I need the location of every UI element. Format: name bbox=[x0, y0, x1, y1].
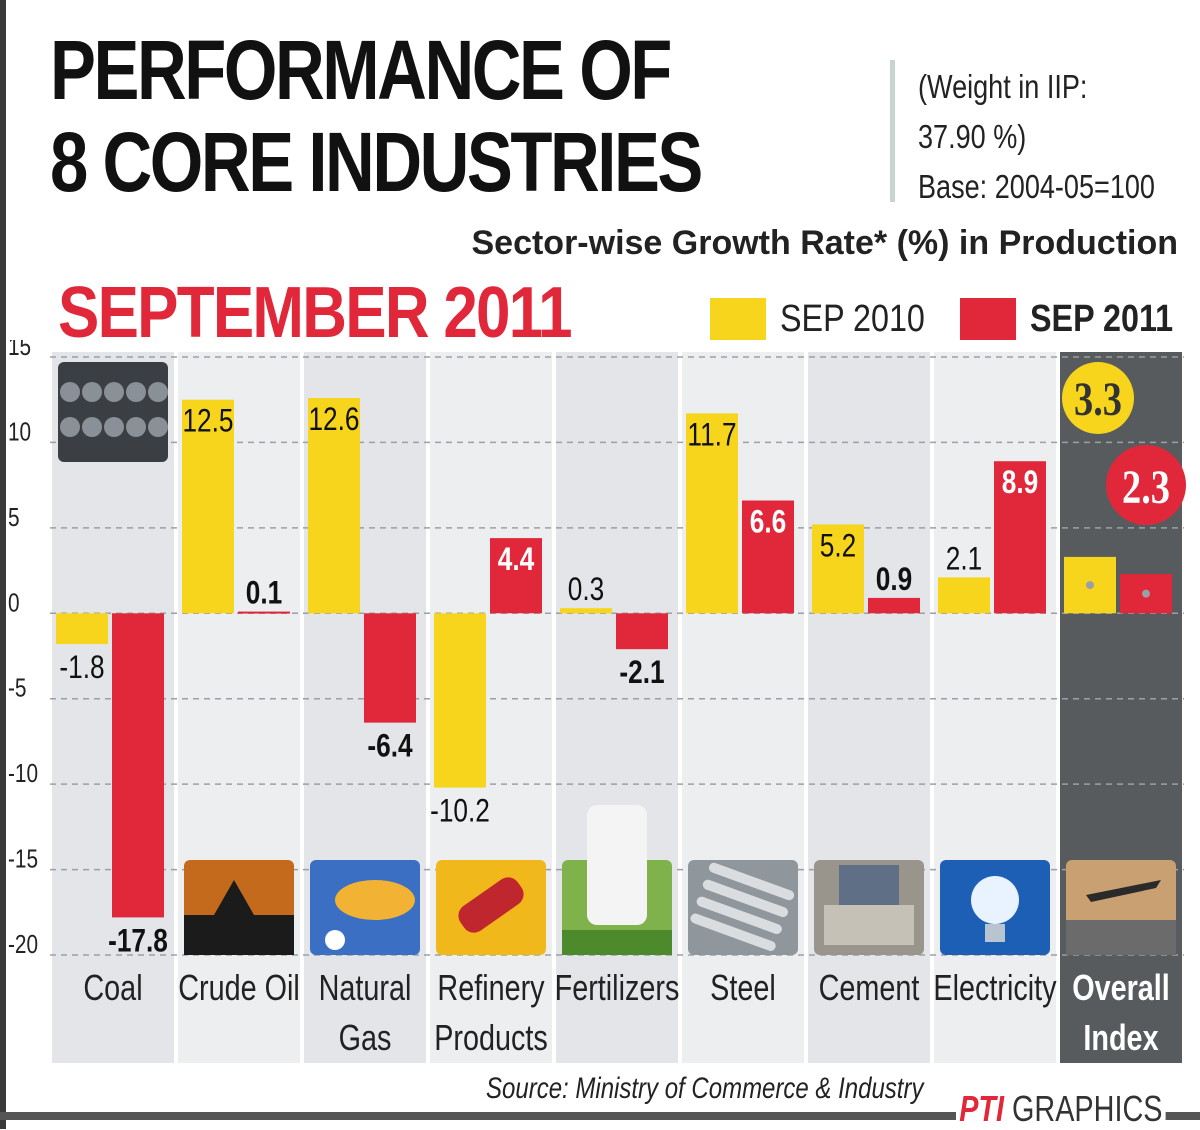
title-line-2: 8 CORE INDUSTRIES bbox=[50, 115, 703, 209]
bar-marker bbox=[1086, 581, 1094, 590]
note-line-2: 37.90 %) bbox=[918, 118, 1027, 155]
credit-brand: PTI bbox=[959, 1088, 1005, 1129]
data-label-sep-2011: -6.4 bbox=[367, 729, 413, 764]
data-label-sep-2011: 0.9 bbox=[876, 563, 912, 598]
category-label: Overall bbox=[1072, 967, 1170, 1008]
note-line-3: Base: 2004-05=100 bbox=[918, 168, 1155, 205]
overall-value-sep-2011: 2.3 bbox=[1122, 461, 1170, 514]
bar-sep-2011 bbox=[490, 538, 542, 614]
legend-label-sep-2010: SEP 2010 bbox=[780, 297, 925, 340]
bar-sep-2010 bbox=[182, 399, 234, 614]
cement-block-icon bbox=[814, 860, 924, 955]
credit-text: GRAPHICS bbox=[1012, 1088, 1163, 1129]
steel-bars-icon bbox=[688, 860, 798, 955]
legend-item-sep-2010: SEP 2010 bbox=[710, 298, 950, 340]
bar-sep-2010 bbox=[938, 577, 990, 614]
data-label-sep-2010: -10.2 bbox=[430, 794, 490, 829]
category-label: Crude Oil bbox=[178, 967, 300, 1008]
source-note: Source: Ministry of Commerce & Industry bbox=[486, 1072, 924, 1105]
data-label-sep-2010: 12.6 bbox=[308, 403, 359, 438]
y-tick-label: -20 bbox=[8, 930, 38, 959]
data-label-sep-2010: 2.1 bbox=[946, 542, 982, 577]
column-band bbox=[808, 352, 930, 1063]
data-label-sep-2010: 11.7 bbox=[687, 418, 736, 453]
page-title: PERFORMANCE OF 8 CORE INDUSTRIES bbox=[50, 24, 706, 208]
weight-note: (Weight in IIP: 37.90 %) Base: 2004-05=1… bbox=[918, 62, 1155, 212]
light-bulb-icon bbox=[940, 860, 1050, 955]
gas-flame-icon bbox=[310, 860, 420, 955]
category-label: Coal bbox=[83, 967, 142, 1008]
chart-subtitle: Sector-wise Growth Rate* (%) in Producti… bbox=[471, 224, 1178, 262]
bar-sep-2011 bbox=[742, 500, 794, 614]
left-border-rule bbox=[0, 0, 6, 1129]
category-label: Products bbox=[434, 1017, 548, 1058]
data-label-sep-2010: -1.8 bbox=[59, 651, 104, 686]
column-band bbox=[934, 352, 1056, 1063]
data-label-sep-2010: 0.3 bbox=[568, 573, 604, 608]
overall-callout-sep-2011 bbox=[1106, 445, 1186, 525]
bar-marker bbox=[1142, 589, 1150, 598]
y-tick-label: -5 bbox=[8, 674, 26, 703]
bar-chart: 15 10 5 0 -5 -10 -15 -20 -1.8 -17.8 Coal 12.5 0.1 Cru… bbox=[8, 340, 1186, 1063]
data-label-sep-2011: -17.8 bbox=[108, 924, 168, 959]
y-tick-label: 15 bbox=[8, 340, 31, 361]
bar-sep-2010 bbox=[560, 608, 612, 614]
y-tick-label: -10 bbox=[8, 759, 38, 788]
y-tick-label: 10 bbox=[8, 417, 31, 446]
bottom-rule bbox=[0, 1112, 1200, 1120]
category-label: Index bbox=[1083, 1017, 1158, 1058]
data-label-sep-2010: 12.5 bbox=[182, 404, 233, 439]
column-band bbox=[556, 352, 678, 1063]
bar-sep-2011 bbox=[112, 613, 164, 918]
fertilizer-sack-icon bbox=[562, 805, 672, 955]
oil-rig-icon bbox=[184, 860, 294, 955]
category-label: Gas bbox=[339, 1017, 392, 1058]
bar-sep-2011 bbox=[616, 613, 668, 650]
note-line-1: (Weight in IIP: bbox=[918, 68, 1088, 105]
category-label: Electricity bbox=[933, 967, 1057, 1008]
bar-sep-2010 bbox=[812, 524, 864, 614]
category-label: Natural bbox=[319, 967, 412, 1008]
data-label-sep-2011: 6.6 bbox=[750, 505, 786, 540]
note-divider bbox=[890, 60, 895, 202]
legend-label-sep-2011: SEP 2011 bbox=[1030, 297, 1174, 340]
legend-swatch-sep-2011 bbox=[960, 298, 1016, 340]
overall-value-sep-2010: 3.3 bbox=[1074, 373, 1122, 426]
data-label-sep-2011: 4.4 bbox=[498, 543, 535, 578]
y-tick-label: 5 bbox=[8, 503, 20, 532]
bar-sep-2011 bbox=[364, 613, 416, 723]
category-label: Refinery bbox=[437, 967, 545, 1008]
y-tick-label: -15 bbox=[8, 844, 38, 873]
data-label-sep-2010: 5.2 bbox=[820, 529, 856, 564]
bar-sep-2011 bbox=[994, 461, 1046, 614]
title-line-1: PERFORMANCE OF bbox=[50, 23, 672, 117]
bar-sep-2010 bbox=[308, 398, 360, 614]
category-label: Fertilizers bbox=[555, 967, 680, 1008]
bar-sep-2011 bbox=[238, 611, 290, 614]
bar-sep-2011 bbox=[868, 597, 920, 614]
credit-label: PTI GRAPHICS bbox=[956, 1088, 1166, 1130]
aircraft-icon bbox=[1066, 860, 1176, 955]
category-label: Cement bbox=[819, 967, 920, 1008]
y-tick-label: 0 bbox=[8, 588, 20, 617]
month-heading: SEPTEMBER 2011 bbox=[58, 273, 573, 353]
fuel-nozzle-icon bbox=[436, 860, 546, 955]
data-label-sep-2011: 0.1 bbox=[246, 576, 282, 611]
data-label-sep-2011: 8.9 bbox=[1002, 466, 1038, 501]
data-label-sep-2011: -2.1 bbox=[619, 656, 664, 691]
coal-icon bbox=[58, 362, 168, 462]
legend-swatch-sep-2010 bbox=[710, 298, 766, 340]
legend-item-sep-2011: SEP 2011 bbox=[960, 298, 1198, 340]
bar-sep-2010 bbox=[686, 413, 738, 614]
overall-callout-sep-2010 bbox=[1062, 362, 1134, 434]
bar-sep-2010 bbox=[56, 613, 108, 645]
category-label: Steel bbox=[710, 967, 776, 1008]
bar-sep-2010 bbox=[434, 613, 486, 788]
